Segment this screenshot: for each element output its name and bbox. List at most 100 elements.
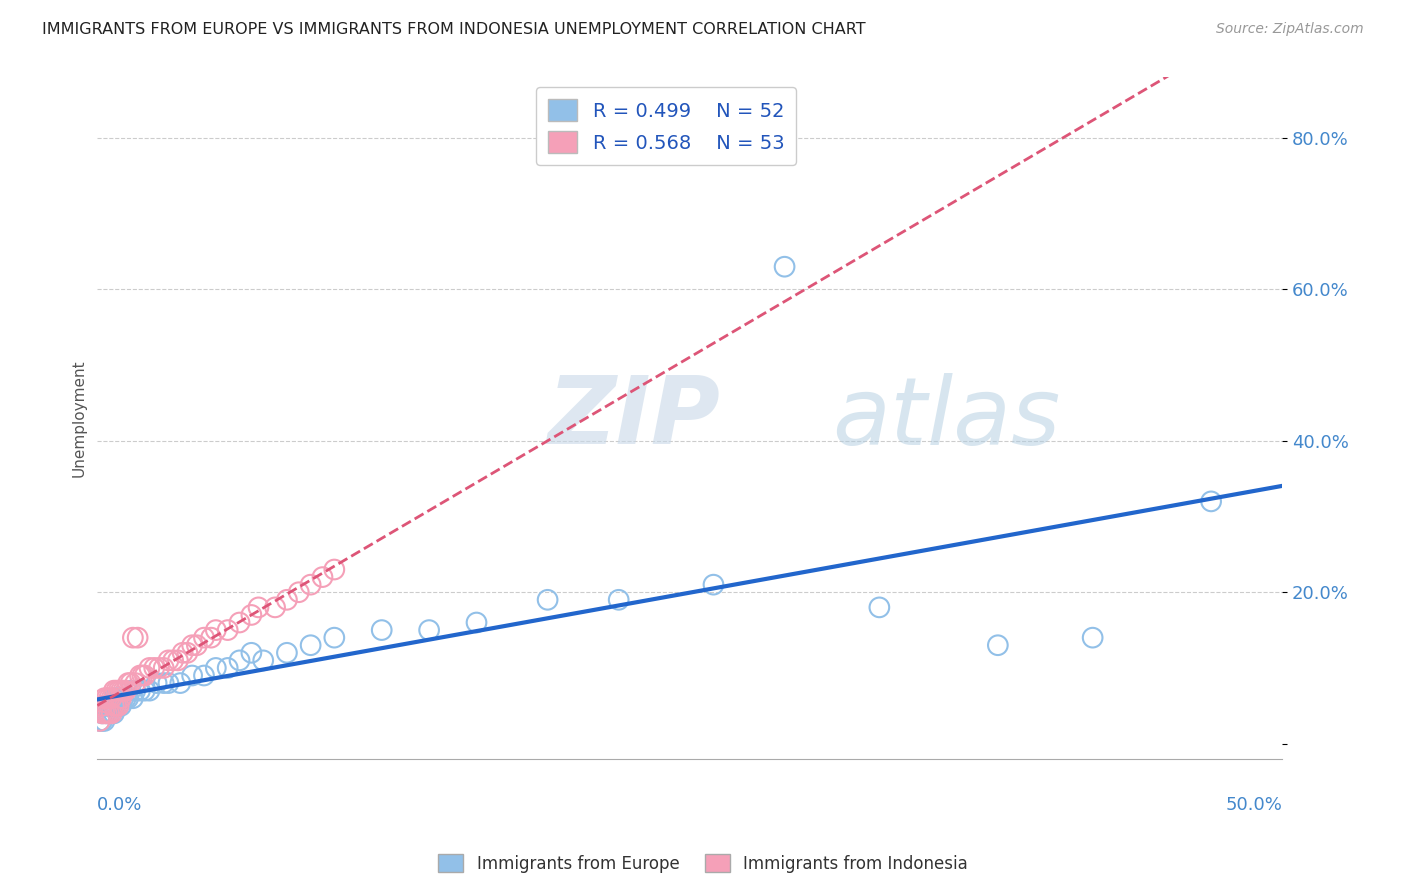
- Point: [100, 691, 122, 706]
- Point: [167, 653, 190, 667]
- Point: [93, 691, 115, 706]
- Point: [110, 683, 132, 698]
- Point: [252, 653, 274, 667]
- Point: [124, 683, 146, 698]
- Text: 50.0%: 50.0%: [1226, 797, 1282, 814]
- Point: [120, 676, 142, 690]
- Point: [112, 691, 135, 706]
- Point: [129, 668, 152, 682]
- Point: [105, 691, 128, 706]
- Point: [143, 661, 166, 675]
- Point: [152, 676, 174, 690]
- Point: [127, 631, 149, 645]
- Point: [193, 631, 215, 645]
- Text: atlas: atlas: [832, 373, 1060, 464]
- Point: [288, 585, 311, 599]
- Point: [228, 615, 250, 630]
- Point: [91, 706, 114, 721]
- Point: [162, 653, 184, 667]
- Point: [134, 668, 156, 682]
- Point: [987, 638, 1010, 652]
- Point: [134, 683, 156, 698]
- Point: [98, 706, 121, 721]
- Point: [607, 592, 630, 607]
- Point: [93, 714, 115, 728]
- Point: [276, 592, 298, 607]
- Point: [157, 676, 180, 690]
- Point: [276, 646, 298, 660]
- Point: [114, 691, 136, 706]
- Point: [240, 646, 263, 660]
- Point: [112, 683, 135, 698]
- Point: [418, 623, 440, 637]
- Point: [96, 698, 118, 713]
- Point: [103, 683, 125, 698]
- Point: [107, 698, 129, 713]
- Point: [138, 661, 160, 675]
- Point: [247, 600, 270, 615]
- Point: [181, 638, 204, 652]
- Text: Source: ZipAtlas.com: Source: ZipAtlas.com: [1216, 22, 1364, 37]
- Point: [131, 668, 153, 682]
- Point: [107, 691, 129, 706]
- Point: [103, 698, 125, 713]
- Point: [100, 706, 122, 721]
- Point: [186, 638, 208, 652]
- Text: ZIP: ZIP: [547, 372, 720, 464]
- Point: [129, 683, 152, 698]
- Point: [702, 577, 724, 591]
- Y-axis label: Unemployment: Unemployment: [72, 359, 86, 477]
- Point: [105, 698, 128, 713]
- Point: [193, 668, 215, 682]
- Point: [181, 668, 204, 682]
- Point: [138, 683, 160, 698]
- Point: [1081, 631, 1104, 645]
- Point: [145, 676, 167, 690]
- Point: [105, 698, 128, 713]
- Point: [176, 646, 198, 660]
- Point: [117, 676, 139, 690]
- Point: [1199, 494, 1222, 508]
- Point: [299, 638, 322, 652]
- Point: [107, 698, 129, 713]
- Point: [98, 691, 121, 706]
- Point: [370, 623, 392, 637]
- Point: [465, 615, 488, 630]
- Point: [122, 631, 145, 645]
- Point: [217, 623, 239, 637]
- Point: [93, 706, 115, 721]
- Point: [240, 607, 263, 622]
- Point: [169, 676, 191, 690]
- Point: [228, 653, 250, 667]
- Point: [205, 623, 228, 637]
- Point: [172, 646, 194, 660]
- Text: 0.0%: 0.0%: [97, 797, 143, 814]
- Legend: R = 0.499    N = 52, R = 0.568    N = 53: R = 0.499 N = 52, R = 0.568 N = 53: [536, 87, 796, 165]
- Point: [122, 691, 145, 706]
- Point: [98, 698, 121, 713]
- Point: [100, 706, 122, 721]
- Point: [323, 562, 346, 576]
- Point: [98, 706, 121, 721]
- Point: [152, 661, 174, 675]
- Point: [103, 706, 125, 721]
- Point: [323, 631, 346, 645]
- Point: [217, 661, 239, 675]
- Legend: Immigrants from Europe, Immigrants from Indonesia: Immigrants from Europe, Immigrants from …: [432, 847, 974, 880]
- Point: [91, 714, 114, 728]
- Point: [89, 714, 111, 728]
- Point: [868, 600, 890, 615]
- Point: [110, 698, 132, 713]
- Point: [107, 683, 129, 698]
- Point: [120, 683, 142, 698]
- Point: [124, 676, 146, 690]
- Point: [299, 577, 322, 591]
- Point: [536, 592, 558, 607]
- Point: [91, 706, 114, 721]
- Point: [205, 661, 228, 675]
- Point: [105, 683, 128, 698]
- Point: [773, 260, 796, 274]
- Point: [96, 706, 118, 721]
- Point: [96, 691, 118, 706]
- Point: [264, 600, 287, 615]
